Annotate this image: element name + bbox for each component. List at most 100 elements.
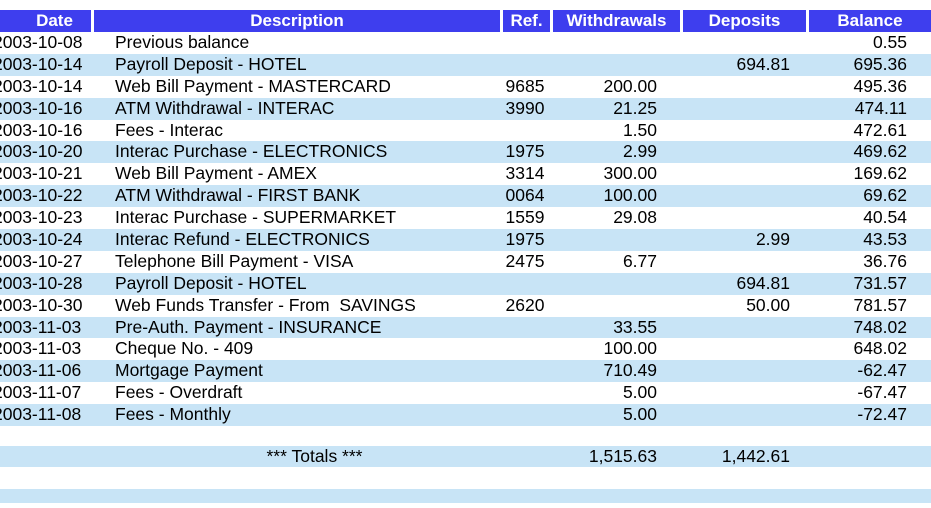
transaction-date: 2003-10-27 xyxy=(0,250,83,271)
transaction-row: 2003-10-16 Fees - Interac 1.50 472.61 xyxy=(0,120,931,142)
transaction-ref: 0064 xyxy=(505,185,545,206)
transaction-ref: 2620 xyxy=(505,294,545,315)
transaction-balance: 748.02 xyxy=(853,316,907,337)
transaction-row: 2003-11-03 Cheque No. - 409 100.00 648.0… xyxy=(0,338,931,360)
transaction-row: 2003-10-20 Interac Purchase - ELECTRONIC… xyxy=(0,141,931,164)
transaction-description: Mortgage Payment xyxy=(115,360,263,381)
transaction-row: 2003-10-21 Web Bill Payment - AMEX 3314 … xyxy=(0,163,931,185)
transaction-ref: 1559 xyxy=(505,207,545,228)
transactions-table: Date Description Ref. Withdrawals Deposi… xyxy=(0,10,931,503)
transaction-balance: 36.76 xyxy=(863,250,907,271)
transaction-description: Web Bill Payment - AMEX xyxy=(115,163,317,184)
transaction-withdrawal: 21.25 xyxy=(613,97,657,118)
transaction-withdrawal: 300.00 xyxy=(603,163,657,184)
transaction-date: 2003-10-28 xyxy=(0,272,83,293)
transaction-date: 2003-10-16 xyxy=(0,97,83,118)
transaction-balance: 474.11 xyxy=(854,97,907,118)
transaction-withdrawal: 5.00 xyxy=(622,382,657,403)
column-header-deposits: Deposits xyxy=(680,10,806,32)
transaction-description: Interac Refund - ELECTRONICS xyxy=(115,229,370,250)
transaction-date: 2003-11-03 xyxy=(0,316,82,337)
transaction-deposit xyxy=(680,76,806,98)
transaction-balance: 69.62 xyxy=(863,185,907,206)
transaction-deposit xyxy=(680,141,806,163)
transaction-deposit: 2.99 xyxy=(755,229,790,250)
transaction-row: 2003-10-23 Interac Purchase - SUPERMARKE… xyxy=(0,207,931,229)
column-header-description: Description xyxy=(91,10,500,32)
transaction-withdrawal: 6.77 xyxy=(622,250,657,271)
transaction-date: 2003-11-03 xyxy=(0,338,82,359)
transaction-description: ATM Withdrawal - FIRST BANK xyxy=(115,185,361,206)
transaction-row: 2003-10-08 Previous balance 0.55 xyxy=(0,32,931,54)
transaction-description: Previous balance xyxy=(115,32,250,52)
totals-deposits: 1,442.61 xyxy=(721,445,790,466)
transaction-balance: 43.53 xyxy=(863,229,907,250)
transaction-withdrawal: 200.00 xyxy=(603,75,657,96)
totals-label: *** Totals *** xyxy=(266,445,363,466)
transaction-deposit xyxy=(680,404,806,426)
transaction-ref: 2475 xyxy=(505,250,545,271)
transaction-row: 2003-10-24 Interac Refund - ELECTRONICS … xyxy=(0,229,931,251)
transaction-row: 2003-10-22 ATM Withdrawal - FIRST BANK 0… xyxy=(0,185,931,208)
transaction-deposit xyxy=(680,32,806,54)
transaction-withdrawal xyxy=(550,229,680,251)
transaction-row: 2003-10-30 Web Funds Transfer - From SAV… xyxy=(0,295,931,317)
transaction-balance: 169.62 xyxy=(853,163,907,184)
transaction-balance: -72.47 xyxy=(857,404,907,425)
column-header-ref: Ref. xyxy=(500,10,550,32)
transaction-deposit: 694.81 xyxy=(736,272,790,293)
transaction-balance: 781.57 xyxy=(853,294,907,315)
transaction-withdrawal: 2.99 xyxy=(622,141,657,162)
transaction-ref xyxy=(500,404,550,426)
transaction-balance: 731.57 xyxy=(853,272,907,293)
transaction-withdrawal: 5.00 xyxy=(622,404,657,425)
transaction-deposit xyxy=(680,185,806,207)
transaction-deposit xyxy=(680,338,806,360)
transaction-withdrawal xyxy=(550,54,680,76)
transaction-date: 2003-11-07 xyxy=(0,382,82,403)
transaction-ref xyxy=(500,382,550,404)
transaction-ref xyxy=(500,54,550,76)
transaction-row: 2003-10-16 ATM Withdrawal - INTERAC 3990… xyxy=(0,97,931,120)
transaction-ref: 9685 xyxy=(505,75,545,96)
transaction-balance: 648.02 xyxy=(853,338,907,359)
column-header-withdrawals: Withdrawals xyxy=(550,10,680,32)
column-header-balance: Balance xyxy=(806,10,931,32)
transaction-balance: -62.47 xyxy=(857,360,907,381)
transaction-row: 2003-11-03 Pre-Auth. Payment - INSURANCE… xyxy=(0,316,931,339)
transaction-description: Fees - Monthly xyxy=(115,404,231,425)
transaction-description: ATM Withdrawal - INTERAC xyxy=(115,97,335,118)
totals-balance-cell xyxy=(806,446,931,467)
transaction-deposit xyxy=(680,317,806,339)
totals-date-cell xyxy=(0,446,91,467)
transaction-row: 2003-10-14 Web Bill Payment - MASTERCARD… xyxy=(0,76,931,98)
transaction-balance: 40.54 xyxy=(863,207,907,228)
transaction-balance: 0.55 xyxy=(872,32,907,52)
totals-withdrawals: 1,515.63 xyxy=(588,445,657,466)
transaction-deposit xyxy=(680,120,806,142)
transaction-withdrawal xyxy=(550,32,680,54)
totals-ref-cell xyxy=(500,446,550,467)
transaction-deposit xyxy=(680,207,806,229)
transaction-ref xyxy=(500,338,550,360)
transaction-row: 2003-10-28 Payroll Deposit - HOTEL 694.8… xyxy=(0,272,931,295)
column-header-date: Date xyxy=(36,11,73,30)
transaction-ref xyxy=(500,273,550,295)
transaction-ref xyxy=(500,360,550,382)
transaction-ref xyxy=(500,120,550,142)
transaction-date: 2003-10-30 xyxy=(0,294,83,315)
transaction-description: Web Funds Transfer - From SAVINGS xyxy=(115,294,416,315)
transaction-date: 2003-10-14 xyxy=(0,75,83,96)
transaction-withdrawal: 100.00 xyxy=(603,338,657,359)
transaction-description: Payroll Deposit - HOTEL xyxy=(115,53,307,74)
transaction-deposit xyxy=(680,382,806,404)
transaction-ref: 1975 xyxy=(505,141,545,162)
transaction-deposit xyxy=(680,98,806,120)
empty-stripe-row xyxy=(0,488,931,503)
transaction-description: Web Bill Payment - MASTERCARD xyxy=(115,75,391,96)
transaction-ref: 3314 xyxy=(505,163,545,184)
transaction-withdrawal xyxy=(550,295,680,317)
transaction-row: 2003-10-27 Telephone Bill Payment - VISA… xyxy=(0,251,931,273)
transaction-description: Pre-Auth. Payment - INSURANCE xyxy=(115,316,382,337)
